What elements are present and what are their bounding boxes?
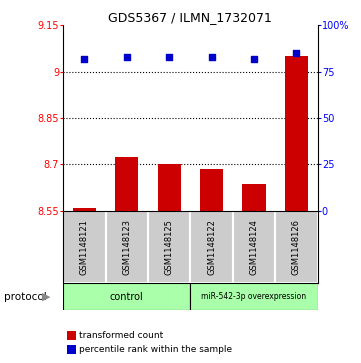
Bar bbox=[63, 211, 105, 283]
Bar bbox=[157, 164, 181, 211]
Text: transformed count: transformed count bbox=[79, 331, 164, 340]
Point bbox=[251, 56, 257, 62]
Point bbox=[209, 54, 214, 60]
Text: GSM1148122: GSM1148122 bbox=[207, 219, 216, 275]
Point bbox=[166, 54, 172, 60]
Text: GSM1148125: GSM1148125 bbox=[165, 219, 174, 275]
Bar bbox=[200, 169, 223, 211]
Point bbox=[82, 56, 87, 62]
Bar bbox=[105, 211, 148, 283]
Point bbox=[293, 50, 299, 56]
Bar bbox=[148, 211, 191, 283]
Text: miR-542-3p overexpression: miR-542-3p overexpression bbox=[201, 292, 306, 301]
Text: GSM1148126: GSM1148126 bbox=[292, 219, 301, 275]
Bar bbox=[63, 283, 191, 310]
Bar bbox=[275, 211, 318, 283]
Bar bbox=[67, 345, 76, 354]
Title: GDS5367 / ILMN_1732071: GDS5367 / ILMN_1732071 bbox=[109, 11, 272, 24]
Point bbox=[124, 54, 130, 60]
Text: GSM1148123: GSM1148123 bbox=[122, 219, 131, 275]
Bar bbox=[115, 158, 139, 211]
Text: control: control bbox=[110, 292, 144, 302]
Text: GSM1148124: GSM1148124 bbox=[249, 219, 258, 275]
Bar bbox=[233, 211, 275, 283]
Bar bbox=[73, 208, 96, 211]
Text: protocol: protocol bbox=[4, 292, 49, 302]
Bar bbox=[285, 56, 308, 211]
Bar bbox=[67, 331, 76, 340]
Bar bbox=[191, 211, 233, 283]
Bar bbox=[242, 184, 266, 211]
Text: ▶: ▶ bbox=[42, 292, 50, 302]
Bar bbox=[191, 283, 318, 310]
Text: percentile rank within the sample: percentile rank within the sample bbox=[79, 345, 232, 354]
Text: GSM1148121: GSM1148121 bbox=[80, 219, 89, 275]
